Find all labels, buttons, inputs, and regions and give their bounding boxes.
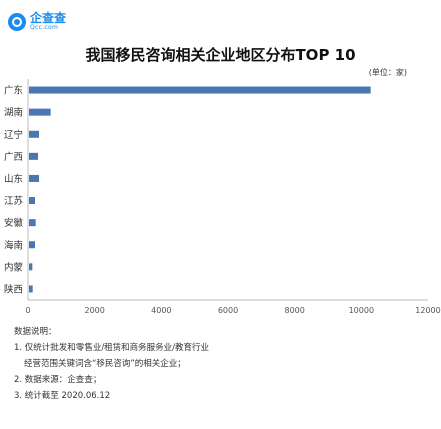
- category-label: 广东: [4, 85, 23, 97]
- bar-0: [29, 86, 371, 94]
- x-tick-label: 6000: [218, 306, 238, 315]
- x-tick-label: 2000: [84, 306, 104, 315]
- logo-url: Qcc.com: [30, 24, 59, 31]
- bar-8: [29, 263, 33, 271]
- notes-line-3: 2. 数据来源：企查查；: [14, 375, 102, 385]
- data-notes: 数据说明： 1. 仅统计批发和零售业/租赁和商务服务业/教育行业 经营范围关键词…: [14, 324, 209, 404]
- bar-2: [29, 130, 39, 138]
- category-label: 江苏: [4, 195, 24, 207]
- category-label: 内蒙: [4, 261, 23, 273]
- category-label: 海南: [4, 239, 23, 251]
- chart-title: 我国移民咨询相关企业地区分布TOP 10: [85, 46, 356, 64]
- x-tick-label: 12000: [415, 306, 440, 315]
- x-tick-label: 10000: [349, 306, 374, 315]
- notes-line-4: 3. 统计截至 2020.06.12: [14, 391, 111, 401]
- bar-7: [29, 241, 35, 249]
- bar-6: [29, 219, 36, 227]
- logo-name: 企查查: [30, 11, 67, 25]
- bar-4: [29, 174, 39, 182]
- category-label: 湖南: [4, 107, 23, 119]
- category-label: 辽宁: [4, 129, 23, 141]
- category-label: 陕西: [4, 283, 23, 295]
- category-label: 广西: [4, 151, 23, 163]
- bar-3: [29, 152, 38, 160]
- x-tick-label: 0: [25, 306, 30, 315]
- notes-line-1: 1. 仅统计批发和零售业/租赁和商务服务业/教育行业: [14, 343, 210, 353]
- qcc-logo-icon: [8, 12, 26, 31]
- notes-heading: 数据说明：: [14, 327, 57, 337]
- brand-logo: 企查查 Qcc.com: [8, 12, 66, 31]
- bar-5: [29, 197, 35, 205]
- bar-9: [29, 285, 33, 293]
- category-label: 安徽: [4, 217, 24, 229]
- unit-label: (单位：家): [368, 68, 407, 77]
- x-tick-label: 8000: [284, 306, 304, 315]
- x-tick-label: 4000: [151, 306, 171, 315]
- category-label: 山东: [4, 173, 23, 185]
- notes-line-2: 经营范围关键词含“移民咨询”的相关企业；: [24, 359, 186, 369]
- bar-1: [29, 108, 51, 116]
